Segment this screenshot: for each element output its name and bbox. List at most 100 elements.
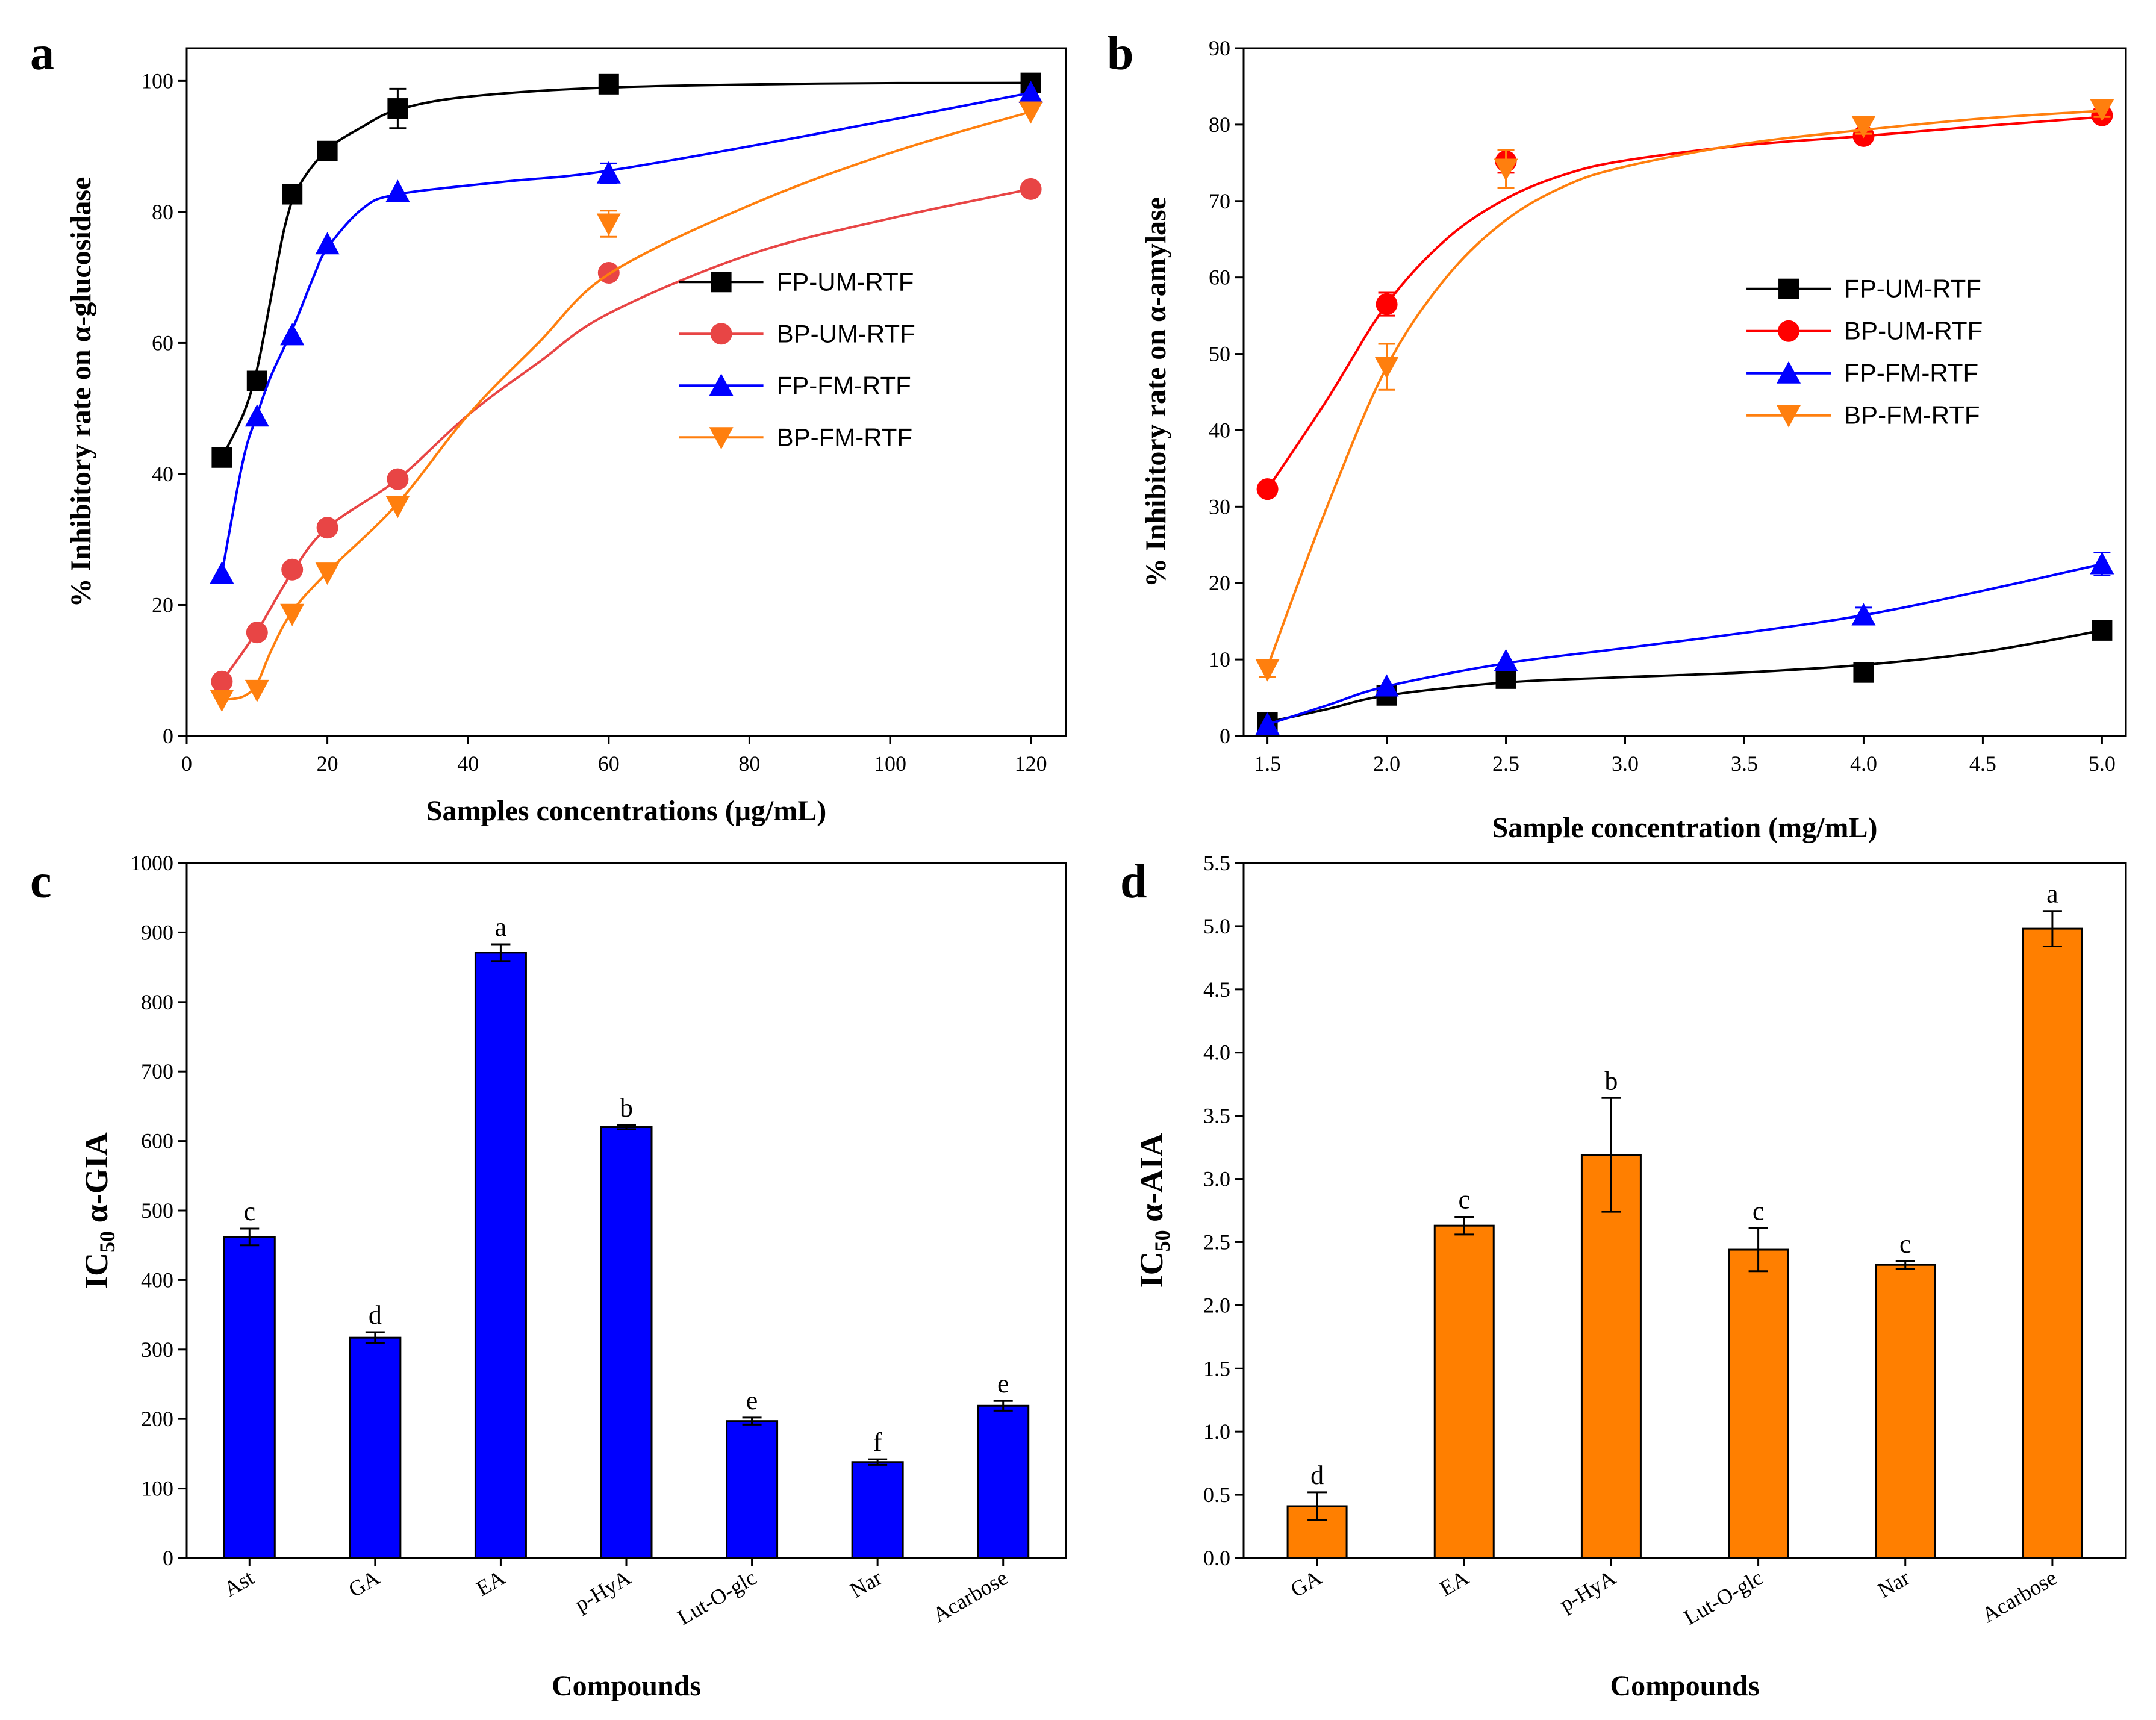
- panel-c-ytick-label: 800: [141, 990, 173, 1014]
- bar-Acarbose: [2022, 927, 2083, 1559]
- panel-d-ytick-label: 1.0: [1203, 1419, 1230, 1444]
- series-FP-UM-RTF-point: [317, 140, 338, 161]
- bar-EA: [1433, 1224, 1495, 1559]
- panel-b-ytick-label: 90: [1209, 36, 1230, 60]
- panel-c-x-axis-title: Compounds: [552, 1670, 701, 1702]
- panel-b-ytick-label: 80: [1209, 113, 1230, 137]
- bar-Lut-O-glc-significance-letter: c: [1753, 1196, 1765, 1226]
- panel-a-y-axis-title: % Inhibitory rate on α-glucosidase: [65, 177, 97, 608]
- panel-d-xtick-label: EA: [1436, 1565, 1473, 1601]
- series-BP-UM-RTF-point: [1376, 293, 1398, 316]
- series-FP-FM-RTF-point: [315, 232, 340, 255]
- panel-a-chart: a 0 20 40 60 80 100 0 20 40 60 80 100 120 Samples conc…: [30, 27, 1067, 827]
- panel-b-xtick-label: 5.0: [2089, 752, 2116, 776]
- panel-c-ytick-label: 600: [141, 1129, 173, 1153]
- panel-a-letter: a: [30, 27, 54, 80]
- panel-b-ytick-label: 10: [1209, 647, 1230, 671]
- series-BP-FM-RTF-line: [222, 110, 1032, 702]
- bar-EA-significance-letter: c: [1458, 1185, 1470, 1214]
- series-BP-FM-RTF-point: [2090, 99, 2114, 122]
- series-FP-UM-RTF-point: [387, 98, 408, 119]
- series-BP-FM-RTF-point: [280, 603, 305, 626]
- bar-Acarbose-significance-letter: e: [997, 1369, 1009, 1398]
- panel-b-legend: FP-UM-RTF BP-UM-RTF FP-FM-RTF BP-FM-RTF: [1746, 275, 1983, 429]
- series-FP-UM-RTF-point: [1853, 662, 1874, 683]
- bar-p-HyA-significance-letter: b: [1604, 1066, 1618, 1095]
- panel-b-xtick-label: 4.5: [1969, 752, 1996, 776]
- legend-FP-FM-RTF-label: FP-FM-RTF: [777, 371, 911, 399]
- panel-a-frame: [185, 47, 1067, 737]
- panel-d-ytick-label: 1.5: [1203, 1356, 1230, 1380]
- panel-d-xtick-label: p-HyA: [1556, 1565, 1620, 1616]
- panel-d-ytick-label: 0.0: [1203, 1546, 1230, 1570]
- panel-c-xtick-label: p-HyA: [570, 1565, 635, 1616]
- panel-c-y-axis-title-main: IC: [78, 1253, 114, 1289]
- panel-d-xtick-label: Nar: [1874, 1565, 1914, 1603]
- panel-c-ytick-label: 700: [141, 1059, 173, 1083]
- legend-BP-FM-RTF-label: BP-FM-RTF: [1844, 401, 1980, 429]
- series-BP-UM-RTF-point: [1256, 478, 1279, 500]
- panel-c-xtick-label: Lut-O-glc: [673, 1565, 761, 1630]
- bar-Ast-significance-letter: c: [244, 1197, 256, 1226]
- legend-FP-UM-RTF-swatch-marker: [711, 272, 732, 293]
- series-BP-FM-RTF-point: [1851, 116, 1876, 139]
- panel-c-ytick-label: 100: [141, 1477, 173, 1501]
- series-FP-FM-RTF-point: [1851, 603, 1876, 626]
- bar-GA: [349, 1336, 402, 1559]
- series-BP-FM-RTF-point: [1494, 158, 1518, 181]
- panel-c-y-axis-title-subscript: 50: [95, 1231, 119, 1253]
- panel-d-y-axis-title-main: IC: [1133, 1251, 1170, 1288]
- panel-b-letter: b: [1107, 27, 1134, 80]
- series-FP-FM-RTF-point: [1374, 674, 1399, 697]
- legend-BP-UM-RTF-label: BP-UM-RTF: [777, 319, 915, 347]
- panel-c-xtick-label: Acarbose: [929, 1565, 1012, 1627]
- panel-c-y-axis-title-rest: α-GIA: [78, 1132, 114, 1231]
- series-BP-FM-RTF-point: [1255, 659, 1280, 682]
- panel-c-xtick-label: EA: [472, 1565, 509, 1601]
- panel-c-ytick-label: 900: [141, 920, 173, 944]
- bar-GA-significance-letter: d: [369, 1300, 382, 1330]
- panel-a-xtick-label: 100: [874, 752, 906, 776]
- series-FP-FM-RTF-point: [2090, 552, 2114, 575]
- panel-c-xtick-label: GA: [344, 1565, 384, 1602]
- panel-b-xtick-label: 4.0: [1850, 752, 1877, 776]
- legend-BP-FM-RTF-swatch-marker: [1777, 405, 1801, 428]
- bar-p-HyA: [1580, 1154, 1642, 1559]
- series-BP-FM-RTF-point: [596, 213, 621, 236]
- panel-a-ytick-label: 60: [152, 331, 173, 355]
- series-FP-FM-RTF-point: [1018, 80, 1043, 103]
- panel-d-ytick-label: 2.5: [1203, 1230, 1230, 1254]
- series-FP-FM-RTF-point: [596, 161, 621, 184]
- series-FP-FM-RTF-point: [245, 404, 269, 427]
- panel-c-xtick-label: Ast: [220, 1565, 258, 1601]
- panel-d-ytick-label: 5.5: [1203, 851, 1230, 875]
- series-FP-UM-RTF-line: [1267, 629, 2102, 724]
- panel-d-ytick-label: 3.5: [1203, 1104, 1230, 1128]
- series-BP-UM-RTF-point: [211, 670, 233, 693]
- panel-a-xtick-label: 60: [598, 752, 620, 776]
- panel-d-xtick-label: Lut-O-glc: [1680, 1565, 1767, 1630]
- panel-a-ytick-label: 80: [152, 200, 173, 224]
- panel-b-chart: b 0 10 20 30 40 50 60 70 80 90 1.5 2.0 2.5 3.0 3.5 4.0 4.…: [1107, 27, 2127, 844]
- series-FP-UM-RTF-point: [246, 370, 267, 391]
- legend-BP-FM-RTF-label: BP-FM-RTF: [777, 423, 913, 451]
- legend-FP-FM-RTF-swatch-marker: [709, 373, 734, 396]
- bar-Acarbose-significance-letter: a: [2046, 879, 2058, 909]
- panel-b-ytick-label: 40: [1209, 418, 1230, 442]
- bar-Lut-O-glc: [1728, 1248, 1789, 1559]
- panel-b-ytick-label: 0: [1220, 724, 1230, 748]
- panel-a-ytick-label: 0: [163, 724, 173, 748]
- series-FP-UM-RTF-point: [598, 73, 619, 95]
- panel-d-ytick-label: 5.0: [1203, 914, 1230, 938]
- panel-d-x-axis-title: Compounds: [1610, 1670, 1759, 1702]
- bar-GA-significance-letter: d: [1310, 1460, 1324, 1490]
- panel-c-ytick-label: 200: [141, 1407, 173, 1431]
- series-BP-UM-RTF-point: [246, 622, 268, 644]
- legend-BP-FM-RTF-swatch-marker: [709, 427, 734, 450]
- series-FP-FM-RTF-line: [1266, 562, 2102, 726]
- panel-b-xtick-label: 2.5: [1492, 752, 1519, 776]
- bar-Lut-O-glc: [726, 1420, 779, 1559]
- panel-b-xtick-label: 3.0: [1612, 752, 1639, 776]
- legend-FP-UM-RTF-swatch-marker: [1778, 278, 1799, 299]
